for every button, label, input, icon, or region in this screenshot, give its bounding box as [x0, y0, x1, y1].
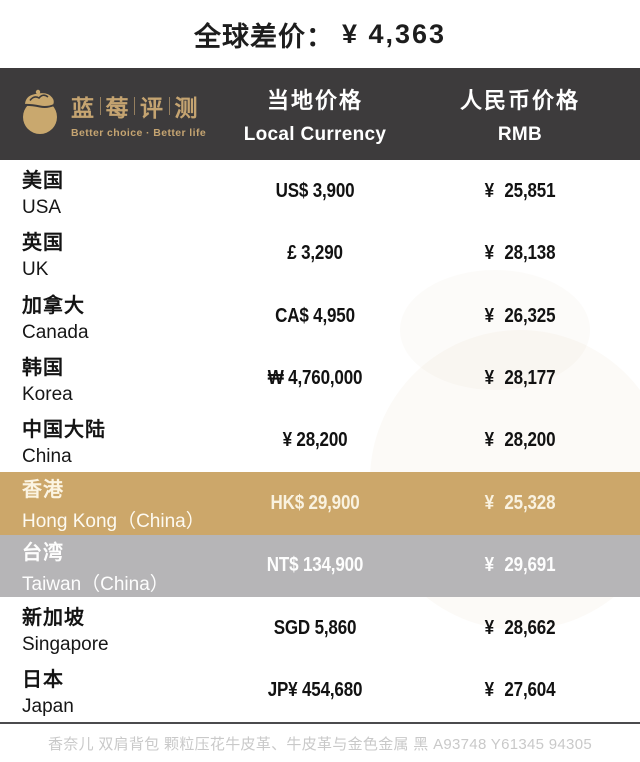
local-price: £ 3,290 [287, 242, 343, 265]
country-cell: 新加坡 Singapore [0, 601, 230, 656]
country-cell: 美国 USA [0, 164, 230, 219]
country-cell: 英国 UK [0, 226, 230, 281]
rmb-price: ¥ 25,328 [484, 491, 556, 514]
country-name-en: Japan [22, 696, 74, 718]
local-price: ₩ 4,760,000 [267, 367, 363, 390]
brand-separator [99, 97, 101, 115]
table-row-singapore: 新加坡 Singapore SGD 5,860 ¥ 28,662 [0, 597, 640, 659]
country-name-zh: 韩国 [22, 357, 64, 380]
brand-separator [134, 97, 135, 115]
rmb-price: ¥ 25,851 [484, 179, 556, 202]
column-header-en: RMB [497, 123, 543, 145]
country-name-zh: 新加坡 [22, 606, 85, 629]
table-row-taiwan: 台湾 Taiwan（China） NT$ 134,900 ¥ 29,691 [0, 534, 640, 598]
brand-name: 蓝 莓 评 测 [71, 89, 206, 123]
country-name-en: China [22, 446, 72, 468]
rmb-price: ¥ 27,604 [484, 679, 556, 702]
rmb-price: ¥ 28,138 [484, 242, 556, 265]
column-header-local-currency: 当地价格 Local Currency [230, 83, 400, 146]
table-row-japan: 日本 Japan JP¥ 454,680 ¥ 27,604 [0, 660, 640, 722]
table-row-canada: 加拿大 Canada CA$ 4,950 ¥ 26,325 [0, 285, 640, 347]
country-cell: 台湾 Taiwan（China） [0, 536, 230, 596]
brand-tagline: Better choice · Better life [71, 127, 207, 139]
local-price: US$ 3,900 [275, 179, 355, 202]
country-name-en: Canada [22, 321, 89, 343]
rmb-price: ¥ 28,662 [484, 616, 556, 639]
column-header-zh: 当地价格 [266, 87, 363, 113]
country-cell: 加拿大 Canada [0, 289, 230, 344]
rmb-price: ¥ 28,177 [484, 367, 556, 390]
blueberry-logo-icon [18, 88, 62, 141]
column-header-zh: 人民币价格 [459, 87, 580, 113]
table-row-usa: 美国 USA US$ 3,900 ¥ 25,851 [0, 160, 640, 222]
brand-char: 莓 [105, 95, 129, 121]
title-label: 全球差价： [193, 21, 334, 52]
brand-separator [168, 97, 170, 115]
brand-logo-text: 蓝 莓 评 测 Better choice · Better life [71, 89, 206, 139]
price-table-body: 美国 USA US$ 3,900 ¥ 25,851 英国 UK £ 3,290 … [0, 160, 640, 722]
column-header-rmb: 人民币价格 RMB [400, 83, 640, 146]
country-name-zh: 日本 [22, 669, 64, 692]
local-price: JP¥ 454,680 [267, 679, 363, 702]
table-row-hong-kong: 香港 Hong Kong（China） HK$ 29,900 ¥ 25,328 [0, 472, 640, 535]
country-cell: 香港 Hong Kong（China） [0, 473, 230, 533]
brand-char: 评 [140, 95, 164, 121]
page-title: 全球差价： ¥ 4,363 [0, 0, 640, 68]
footer-divider [0, 722, 640, 724]
title-price-difference: ¥ 4,363 [341, 18, 447, 49]
country-name-en: Taiwan（China） [22, 573, 169, 595]
brand-char: 蓝 [71, 95, 95, 121]
country-cell: 日本 Japan [0, 663, 230, 718]
local-price: SGD 5,860 [273, 616, 357, 639]
country-name-zh: 加拿大 [22, 294, 85, 317]
brand-logo: 蓝 莓 评 测 Better choice · Better life [0, 88, 230, 141]
table-row-uk: 英国 UK £ 3,290 ¥ 28,138 [0, 222, 640, 284]
country-name-en: Korea [22, 384, 73, 406]
local-price: ¥ 28,200 [282, 429, 348, 452]
country-name-zh: 中国大陆 [22, 419, 106, 442]
country-name-en: Singapore [22, 633, 109, 655]
country-name-en: Hong Kong（China） [22, 511, 205, 533]
rmb-price: ¥ 28,200 [484, 429, 556, 452]
rmb-price: ¥ 26,325 [484, 304, 556, 327]
country-name-zh: 台湾 [22, 541, 64, 564]
country-cell: 中国大陆 China [0, 413, 230, 468]
column-header-en: Local Currency [243, 123, 387, 145]
country-name-zh: 美国 [22, 169, 64, 192]
table-row-china: 中国大陆 China ¥ 28,200 ¥ 28,200 [0, 410, 640, 472]
local-price: CA$ 4,950 [275, 304, 355, 327]
local-price: HK$ 29,900 [270, 491, 360, 514]
table-row-korea: 韩国 Korea ₩ 4,760,000 ¥ 28,177 [0, 347, 640, 409]
country-name-zh: 香港 [22, 479, 64, 502]
country-name-zh: 英国 [22, 232, 64, 255]
product-caption: 香奈儿 双肩背包 颗粒压花牛皮革、牛皮革与金色金属 黑 A93748 Y6134… [48, 735, 592, 753]
local-price: NT$ 134,900 [266, 554, 364, 577]
country-name-en: USA [22, 196, 62, 218]
table-header: 蓝 莓 评 测 Better choice · Better life 当地价格… [0, 68, 640, 160]
rmb-price: ¥ 29,691 [484, 554, 556, 577]
country-cell: 韩国 Korea [0, 351, 230, 406]
country-name-en: UK [22, 259, 49, 281]
brand-char: 测 [174, 95, 198, 121]
